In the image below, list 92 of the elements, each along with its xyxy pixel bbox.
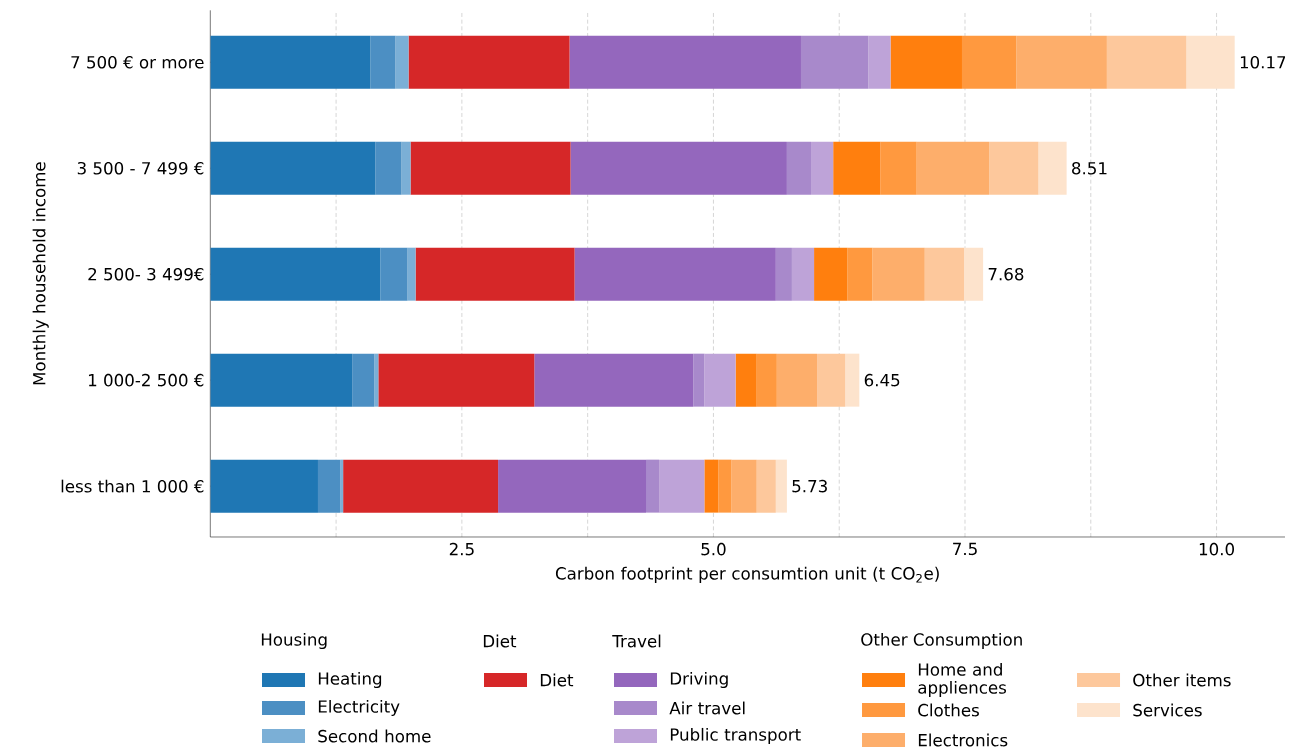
- legend-label: Air travel: [669, 701, 745, 715]
- bar: [370, 35, 396, 89]
- bar: [776, 353, 818, 407]
- legend-label: Electronics: [918, 733, 1008, 747]
- bar: [845, 353, 860, 407]
- bar: [964, 247, 984, 301]
- bar: [352, 353, 375, 407]
- x-tick-label: 10.0: [1199, 542, 1235, 556]
- text: Travel: [612, 634, 661, 648]
- bar: [340, 459, 344, 513]
- bar: [395, 35, 409, 89]
- bar: [775, 247, 792, 301]
- bar: [210, 247, 381, 301]
- legend-label: Driving: [670, 671, 728, 689]
- y-tick-label: 7 500 € or more: [71, 55, 204, 69]
- bar: [1016, 35, 1107, 89]
- legend-label: Heating: [318, 671, 382, 689]
- bar: [317, 459, 341, 513]
- bar: [756, 353, 777, 407]
- bar: [890, 35, 962, 89]
- bar: [786, 141, 812, 195]
- y-tick-label: 1 000-2 500 €: [88, 373, 204, 387]
- legend-label: Electricity: [318, 699, 400, 717]
- bar: [210, 141, 376, 195]
- bar: [961, 35, 1017, 89]
- text: Housing: [261, 632, 327, 650]
- legend-label: Services: [1133, 703, 1202, 717]
- bar: [833, 141, 881, 195]
- bar: [407, 247, 416, 301]
- bar: [1106, 35, 1187, 89]
- bar: [756, 459, 776, 513]
- legend-label: Second home: [318, 729, 431, 743]
- bar: [868, 35, 891, 89]
- total-label: 6.45: [864, 373, 900, 387]
- bar: [1038, 141, 1067, 195]
- bar: [924, 247, 964, 301]
- bar: [659, 459, 705, 513]
- total-label: 8.51: [1072, 161, 1107, 175]
- bar: [817, 353, 846, 407]
- bar: [343, 459, 499, 513]
- legend-label: Public transport: [670, 727, 801, 745]
- bar: [847, 247, 873, 301]
- y-axis-title: Monthly household income: [32, 162, 49, 385]
- bar: [210, 353, 353, 407]
- bar: [811, 141, 834, 195]
- bar: [800, 35, 869, 89]
- legend-label: Home and appliences: [918, 662, 1007, 698]
- bar: [814, 247, 848, 301]
- y-tick-label: 3 500 - 7 499 €: [77, 161, 204, 175]
- total-label: 10.17: [1240, 55, 1286, 69]
- bar: [569, 35, 801, 89]
- bar: [880, 141, 917, 195]
- bar: [646, 459, 660, 513]
- y-tick-label: 2 500- 3 499€: [88, 267, 204, 281]
- bar: [210, 35, 371, 89]
- bar: [410, 141, 571, 195]
- x-tick-label: 2.5: [449, 542, 474, 556]
- bar: [498, 459, 647, 513]
- legend-label: Diet: [540, 673, 574, 687]
- bar: [374, 353, 379, 407]
- bar: [408, 35, 570, 89]
- total-label: 5.73: [792, 479, 827, 493]
- legend-label: Clothes: [918, 703, 979, 717]
- bar: [378, 353, 535, 407]
- bar: [704, 459, 719, 513]
- bar: [210, 459, 318, 513]
- bar: [735, 353, 757, 407]
- y-tick-label: less than 1 000 €: [61, 479, 204, 493]
- bar: [380, 247, 408, 301]
- bar: [989, 141, 1039, 195]
- x-axis-title: Carbon footprint per consumtion unit (t CO$_{2}$e): [555, 566, 939, 583]
- bar: [375, 141, 402, 195]
- bar: [718, 459, 732, 513]
- bar: [775, 459, 787, 513]
- bar: [916, 141, 990, 195]
- bar: [570, 141, 787, 195]
- bar: [731, 459, 757, 513]
- bar: [704, 353, 736, 407]
- text: Diet: [483, 634, 517, 648]
- bar: [534, 353, 694, 407]
- bar: [693, 353, 705, 407]
- x-tick-label: 7.5: [953, 542, 977, 556]
- bar: [791, 247, 815, 301]
- bar: [574, 247, 776, 301]
- x-tick-label: 5.0: [701, 542, 726, 556]
- text: Other Consumption: [861, 632, 1022, 650]
- bar: [401, 141, 411, 195]
- bar: [1186, 35, 1235, 89]
- bar: [415, 247, 575, 301]
- legend-label: Other items: [1133, 673, 1231, 687]
- total-label: 7.68: [988, 267, 1024, 281]
- bar: [872, 247, 925, 301]
